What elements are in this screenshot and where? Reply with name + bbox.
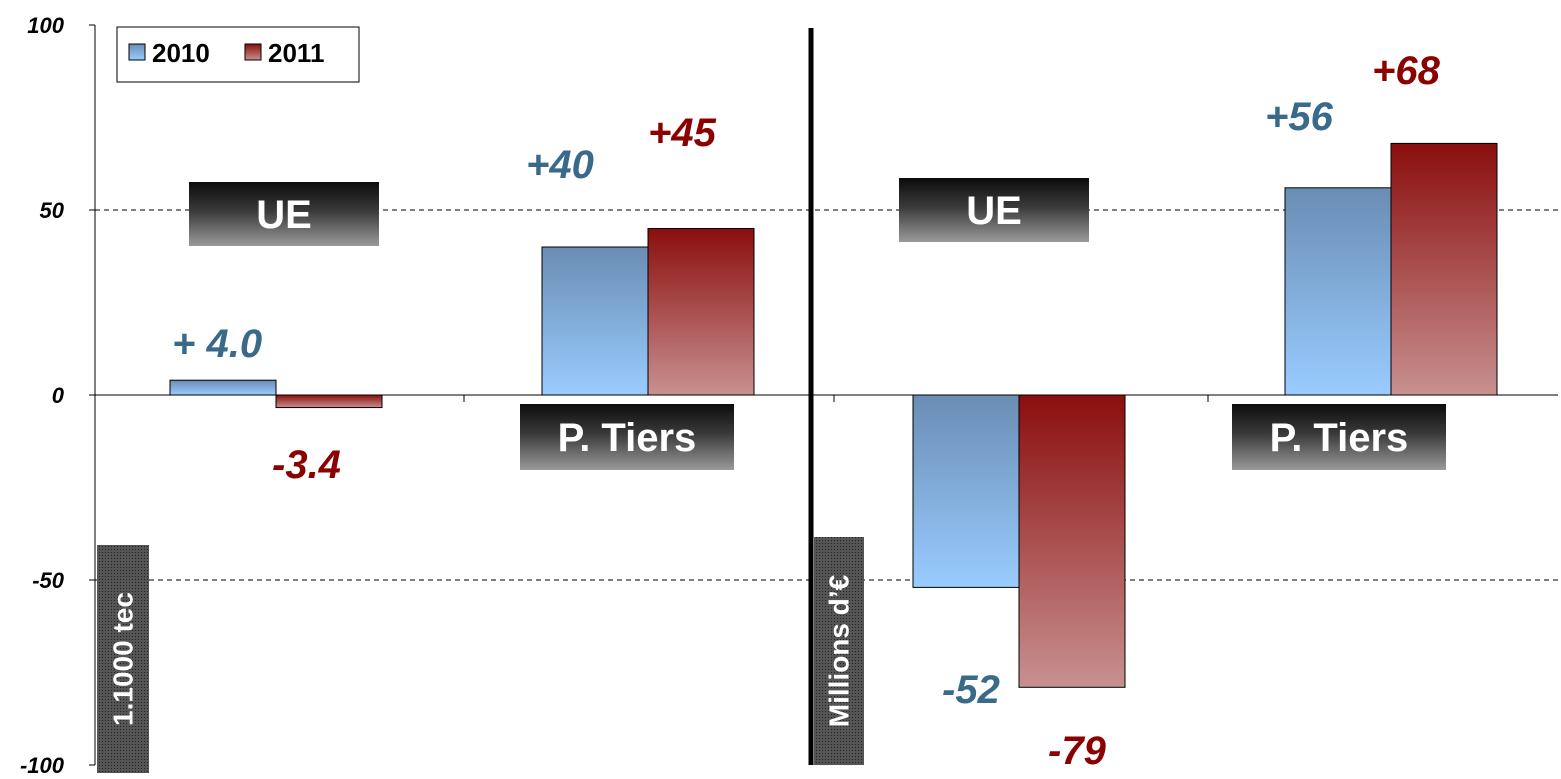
category-badges: UE P. Tiers UE P. Tiers [189, 178, 1446, 470]
x-ticks [463, 395, 1209, 402]
bar-2010 [1284, 187, 1392, 396]
bar-2011 [647, 228, 755, 396]
bar-2010 [912, 394, 1020, 588]
y-tick-label: 100 [27, 13, 64, 38]
category-badge [1232, 404, 1446, 470]
value-label-2011: +45 [648, 111, 717, 155]
legend-label-2010: 2010 [152, 38, 210, 68]
category-label: UE [256, 193, 312, 237]
legend-label-2011: 2011 [268, 38, 324, 68]
category-label: P. Tiers [1270, 416, 1409, 460]
legend-swatch-2010 [128, 43, 146, 61]
y-tick-label: 50 [40, 198, 65, 223]
legend-swatch-2011 [244, 43, 262, 61]
legend-box [116, 26, 360, 83]
value-label-2010: +40 [526, 143, 594, 187]
bars [169, 142, 1498, 688]
category-label: P. Tiers [558, 416, 697, 460]
unit-badge [97, 545, 149, 773]
unit-badge [814, 537, 864, 765]
bar-2010 [169, 379, 277, 396]
y-tick-label: -100 [20, 753, 65, 778]
legend: 2010 2011 [116, 26, 360, 83]
bar-2011 [1390, 142, 1498, 396]
value-label-2010: +56 [1265, 95, 1334, 139]
bar-2011 [1018, 394, 1126, 688]
category-badge [189, 182, 379, 246]
unit-label: 1.1000 tec [108, 592, 139, 726]
bar-2010 [541, 246, 649, 396]
unit-labels: 1.1000 tec Millions d’€ [97, 537, 864, 773]
unit-label: Millions d’€ [824, 574, 855, 727]
value-label-2010: -52 [942, 668, 1000, 712]
category-badge [520, 404, 734, 470]
category-badge [899, 178, 1089, 242]
y-tick-label: -50 [32, 568, 65, 593]
y-ticks: 100 50 0 -50 -100 [20, 13, 95, 778]
value-label-2011: -3.4 [272, 443, 341, 487]
category-label: UE [966, 189, 1022, 233]
y-tick-label: 0 [52, 383, 65, 408]
value-label-2010: + 4.0 [172, 322, 262, 366]
value-label-2011: +68 [1372, 49, 1441, 93]
value-labels: + 4.0 -3.4 +40 +45 -52 -79 +56 +68 [172, 49, 1441, 773]
value-label-2011: -79 [1048, 729, 1107, 773]
bar-2011 [275, 394, 383, 409]
